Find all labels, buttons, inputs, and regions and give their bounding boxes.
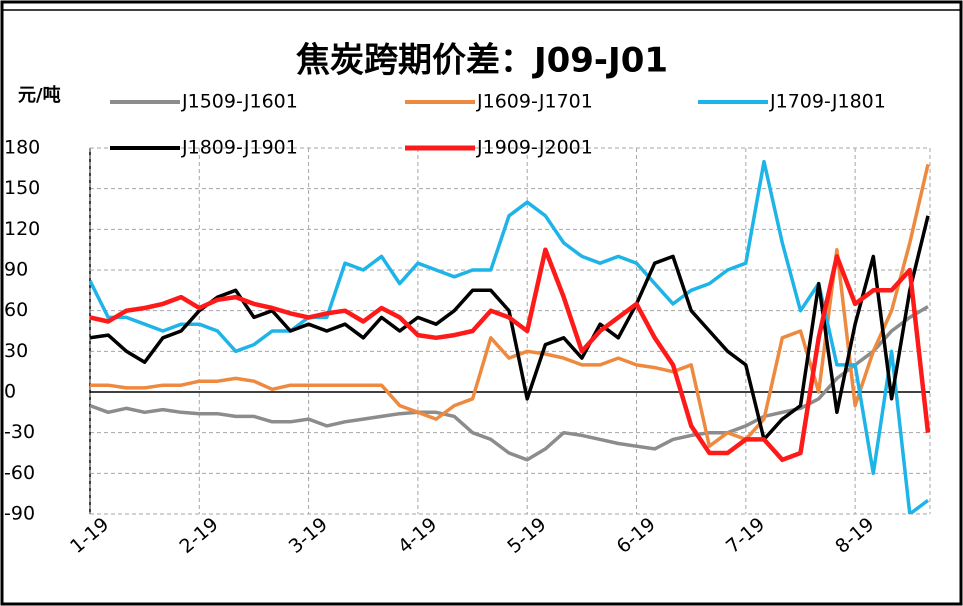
legend-label: J1609-J1701: [476, 91, 593, 113]
y-tick-label: 90: [4, 259, 28, 281]
series-line: [90, 163, 930, 448]
y-tick-label: 30: [4, 340, 28, 362]
series-line: [90, 247, 930, 463]
legend-label: J1809-J1901: [181, 137, 298, 159]
chart-title: 焦炭跨期价差：J09-J01: [296, 41, 668, 81]
y-tick-label: -90: [4, 503, 35, 525]
series-line: [90, 305, 929, 462]
y-tick-label: -60: [4, 462, 35, 484]
y-tick-label: 0: [4, 381, 16, 403]
y-axis-label: 元/吨: [18, 84, 61, 106]
y-tick-label: 150: [4, 177, 40, 199]
legend-label: J1709-J1801: [769, 91, 886, 113]
y-tick-label: 180: [4, 137, 40, 159]
series-line: [90, 215, 930, 442]
series-line: [90, 159, 930, 514]
legend-label: J1509-J1601: [181, 91, 298, 113]
y-tick-label: -30: [4, 421, 35, 443]
y-tick-label: 60: [4, 299, 28, 321]
y-tick-label: 120: [4, 218, 40, 240]
legend-label: J1909-J2001: [476, 137, 593, 159]
